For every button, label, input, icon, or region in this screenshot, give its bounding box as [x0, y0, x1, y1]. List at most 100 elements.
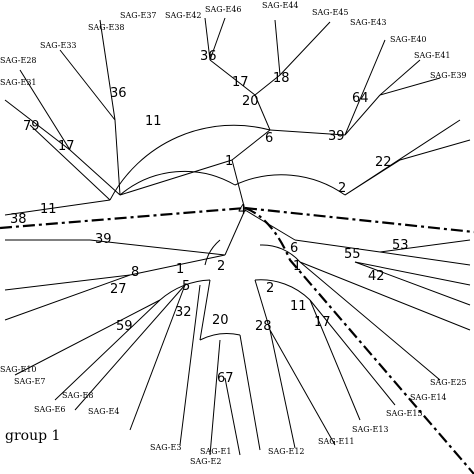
leaf-label: SAG-E45 — [312, 8, 349, 17]
arc-center-left — [204, 239, 221, 266]
branch — [114, 119, 121, 196]
branch — [4, 199, 111, 216]
branch — [254, 94, 271, 131]
branch — [69, 149, 121, 196]
bootstrap-value: 27 — [110, 282, 127, 297]
tree-branches — [4, 17, 471, 456]
branch — [379, 59, 421, 96]
branch — [274, 19, 281, 76]
branch — [29, 124, 111, 201]
separator-diagonal — [244, 206, 474, 474]
bootstrap-value: 55 — [344, 247, 361, 262]
branch — [179, 284, 201, 446]
group-label: group 1 — [5, 428, 60, 444]
leaf-label: SAG-E11 — [318, 437, 355, 446]
bootstrap-value: 53 — [392, 238, 409, 253]
branch — [309, 299, 361, 421]
leaf-label: SAG-E15 — [386, 409, 423, 418]
leaf-label: SAG-E6 — [34, 405, 65, 414]
separator-left — [0, 206, 246, 230]
bootstrap-value: 38 — [10, 212, 27, 227]
branch — [354, 261, 471, 286]
leaf-label: SAG-E46 — [205, 5, 242, 14]
bootstrap-value: 11 — [40, 202, 57, 217]
branch — [209, 17, 226, 61]
leaf-label: SAG-E43 — [350, 18, 387, 27]
branch — [199, 279, 211, 341]
arc-bottom — [199, 333, 241, 341]
bootstrap-value: 79 — [23, 119, 40, 134]
branch — [129, 254, 226, 276]
branch — [269, 129, 346, 136]
branch — [269, 329, 296, 449]
leaf-label: SAG-E41 — [414, 51, 451, 60]
leaf-label: SAG-E13 — [352, 425, 389, 434]
bootstrap-value: 2 — [217, 259, 225, 274]
bootstrap-value: 28 — [255, 319, 272, 334]
bootstrap-value: 17 — [232, 75, 249, 90]
bootstrap-value: 17 — [58, 139, 75, 154]
bootstrap-value: 39 — [95, 232, 112, 247]
branch — [119, 159, 233, 196]
branch — [209, 59, 256, 96]
leaf-label: SAG-E37 — [120, 11, 157, 20]
leaf-label: SAG-E12 — [268, 447, 305, 456]
bootstrap-value: 42 — [368, 269, 385, 284]
bootstrap-value: 5 — [182, 279, 190, 294]
branch — [254, 279, 271, 331]
branch — [344, 39, 386, 136]
branch — [399, 139, 471, 161]
branch — [89, 239, 226, 256]
branch — [309, 299, 396, 406]
branch — [59, 49, 116, 121]
bootstrap-value: 64 — [352, 91, 369, 106]
branch — [224, 377, 241, 456]
leaf-label: SAG-E40 — [390, 35, 427, 44]
branch — [4, 274, 131, 291]
leaf-label: SAG-E38 — [88, 23, 125, 32]
branch — [54, 299, 161, 401]
bootstrap-value: 1 — [293, 259, 301, 274]
arc-upper-right — [234, 174, 346, 196]
arc-lower-left — [159, 279, 211, 301]
branch — [239, 334, 261, 451]
bootstrap-value: 1 — [225, 154, 233, 169]
bootstrap-value: 2 — [266, 281, 274, 296]
bootstrap-value: 59 — [116, 319, 133, 334]
bootstrap-value: 11 — [145, 114, 162, 129]
bootstrap-value: 6 — [290, 241, 298, 256]
branch — [344, 94, 381, 136]
bootstrap-value: 4 — [238, 203, 246, 218]
bootstrap-value: 39 — [328, 129, 345, 144]
bootstrap-value: 17 — [314, 315, 331, 330]
bootstrap-value: 6 — [265, 131, 273, 146]
branch — [74, 284, 186, 411]
arc-outer-top — [109, 124, 271, 201]
bootstrap-value: 1 — [176, 262, 184, 277]
branch — [204, 17, 211, 61]
bootstrap-value: 11 — [290, 299, 307, 314]
bootstrap-value: 22 — [375, 155, 392, 170]
bootstrap-value: 67 — [217, 371, 234, 386]
bootstrap-value: 36 — [110, 86, 127, 101]
leaf-label: SAG-E4 — [88, 407, 119, 416]
leaf-label: SAG-E33 — [40, 41, 77, 50]
branch — [254, 74, 281, 96]
branch — [19, 69, 71, 151]
bootstrap-value: 8 — [131, 265, 139, 280]
leaf-label: SAG-E7 — [14, 377, 45, 386]
branch — [209, 339, 221, 456]
branch — [14, 299, 161, 376]
leaf-label: SAG-E42 — [165, 11, 202, 20]
leaf-label: SAG-E1 — [200, 447, 231, 456]
separator-right — [244, 206, 474, 234]
group-separator-lines — [0, 206, 474, 474]
branch — [4, 274, 131, 321]
branch — [344, 119, 461, 196]
branch — [129, 284, 186, 431]
branch — [354, 261, 471, 306]
bootstrap-value: 18 — [273, 71, 290, 86]
branch — [379, 77, 441, 96]
bootstrap-value: 20 — [242, 94, 259, 109]
